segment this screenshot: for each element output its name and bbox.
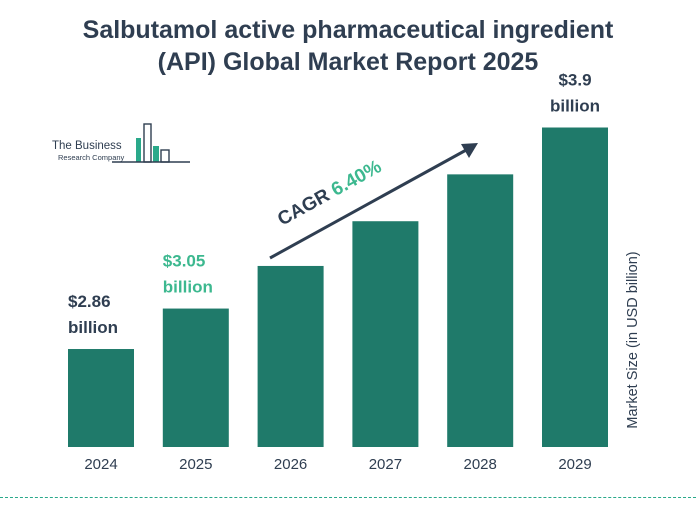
- y-axis-label-wrap: Market Size (in USD billion): [620, 235, 646, 445]
- chart-title-line-2: (API) Global Market Report 2025: [157, 48, 539, 76]
- bar-2027: [352, 221, 419, 447]
- data-label-unit-2029: billion: [550, 97, 600, 116]
- data-label-unit-2024: billion: [68, 318, 118, 337]
- data-label-value-2025: $3.05: [163, 252, 206, 271]
- data-label-unit-2025: billion: [163, 278, 213, 297]
- logo-subtitle: Research Company: [58, 153, 125, 162]
- y-axis-label: Market Size (in USD billion): [625, 251, 641, 429]
- divider-line: [0, 497, 696, 498]
- data-label-value-2024: $2.86: [68, 292, 111, 311]
- x-tick-label-2025: 2025: [179, 456, 212, 473]
- cagr-label-text: CAGR: [274, 182, 338, 230]
- company-logo: The Business Research Company: [52, 120, 192, 166]
- logo-buildings-icon: [112, 123, 190, 163]
- x-tick-label-2026: 2026: [274, 456, 307, 473]
- bar-2024: [68, 349, 134, 447]
- bar-2029: [542, 127, 608, 447]
- cagr-value: 6.40%: [328, 156, 385, 200]
- chart-title: Salbutamol active pharmaceutical ingredi…: [0, 14, 696, 78]
- x-tick-label-2028: 2028: [464, 456, 497, 473]
- data-label-value-2029: $3.9: [558, 71, 591, 90]
- chart-title-line-1: Salbutamol active pharmaceutical ingredi…: [82, 16, 614, 44]
- bar-2026: [257, 265, 324, 447]
- x-tick-label-2027: 2027: [369, 456, 402, 473]
- cagr-annotation: CAGR 6.40%: [274, 156, 385, 230]
- x-tick-label-2029: 2029: [558, 456, 591, 473]
- cagr-arrow-line: [269, 147, 469, 260]
- bar-2025: [162, 308, 229, 447]
- x-tick-label-2024: 2024: [84, 456, 117, 473]
- logo-name: The Business: [52, 140, 122, 152]
- cagr-label: CAGR 6.40%: [274, 156, 385, 230]
- bar-2028: [447, 174, 514, 448]
- cagr-arrow-head: [461, 143, 478, 158]
